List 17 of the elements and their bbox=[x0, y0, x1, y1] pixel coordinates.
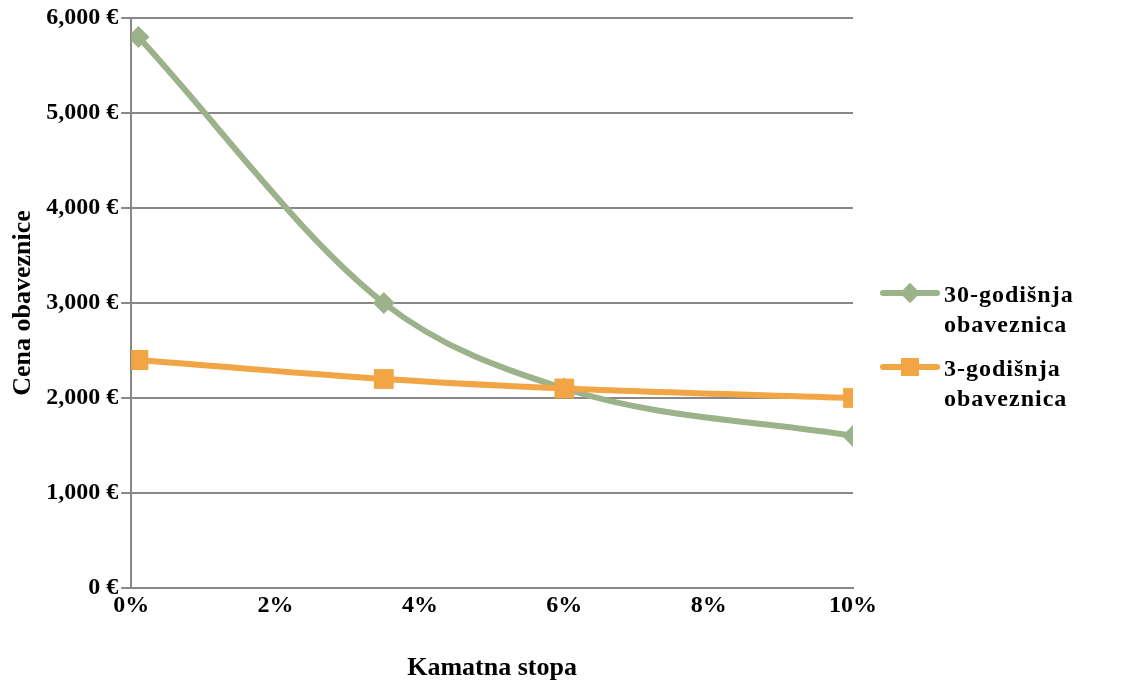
point bbox=[131, 350, 149, 370]
x-tick-label: 8% bbox=[690, 590, 727, 617]
x-axis-title: Kamatna stopa bbox=[407, 652, 577, 682]
y-axis-title: Cena obaveznice bbox=[7, 210, 37, 396]
x-tick-label: 6% bbox=[546, 590, 583, 617]
x-tick-label: 2% bbox=[257, 590, 294, 617]
x-tick-label: 10% bbox=[829, 590, 877, 617]
y-tick-label: 1,000 € bbox=[46, 478, 119, 505]
y-tick-label: 3,000 € bbox=[46, 288, 119, 315]
x-tick-label: 4% bbox=[401, 590, 438, 617]
point bbox=[373, 369, 394, 389]
y-tick-label: 5,000 € bbox=[46, 98, 119, 125]
y-tick-label: 2,000 € bbox=[46, 383, 119, 410]
legend-label: 30-godišnja obaveznica bbox=[944, 280, 1075, 339]
y-tick-label: 6,000 € bbox=[46, 3, 119, 30]
y-tick-label: 4,000 € bbox=[46, 193, 119, 220]
legend-label: 3-godišnja obaveznica bbox=[944, 354, 1069, 413]
